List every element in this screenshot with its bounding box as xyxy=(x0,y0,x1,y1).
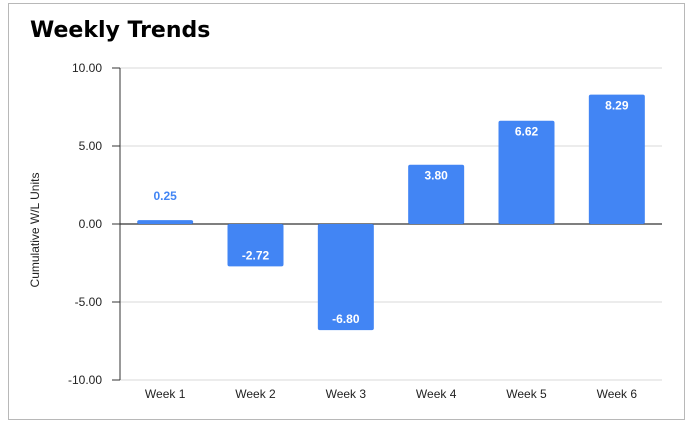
x-tick-label: Week 3 xyxy=(326,387,367,401)
bar xyxy=(588,94,645,225)
data-label: 0.25 xyxy=(153,189,177,203)
y-tick-label: -10.00 xyxy=(68,373,102,387)
data-label: -6.80 xyxy=(332,312,360,326)
bar xyxy=(227,224,284,267)
bar xyxy=(408,164,465,224)
chart-frame xyxy=(8,3,685,420)
data-label: -2.72 xyxy=(242,248,270,262)
x-tick-label: Week 1 xyxy=(145,387,186,401)
x-tick-label: Week 5 xyxy=(506,387,547,401)
chart-title: Weekly Trends xyxy=(30,18,211,43)
data-label: 3.80 xyxy=(424,169,448,183)
x-tick-label: Week 6 xyxy=(597,387,638,401)
bar xyxy=(137,220,194,224)
bar xyxy=(498,120,555,224)
x-tick-label: Week 2 xyxy=(235,387,276,401)
data-label: 6.62 xyxy=(515,125,539,139)
y-tick-label: -5.00 xyxy=(75,295,103,309)
y-tick-label: 5.00 xyxy=(79,139,103,153)
y-tick-label: 10.00 xyxy=(72,61,102,75)
y-tick-label: 0.00 xyxy=(79,217,103,231)
x-tick-label: Week 4 xyxy=(416,387,457,401)
data-label: 8.29 xyxy=(605,99,629,113)
bar xyxy=(317,224,374,331)
